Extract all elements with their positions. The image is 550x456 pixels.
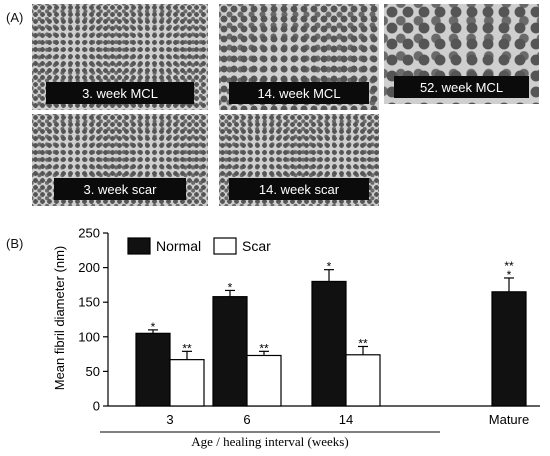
x-tick-label: 3 [166, 412, 173, 427]
x-tick-label: 6 [243, 412, 250, 427]
bar-scar [345, 354, 381, 407]
y-tick-label: 200 [78, 260, 100, 275]
micrograph-caption: 3. week scar [54, 178, 186, 200]
micrograph-3-week-mcl: 3. week MCL [32, 4, 208, 110]
y-tick-label: 150 [78, 295, 100, 310]
significance-mark: ** [358, 336, 368, 350]
micrograph-caption: 14. week scar [229, 178, 369, 200]
y-tick-label: 250 [78, 226, 100, 241]
legend-label-normal: Normal [156, 238, 201, 254]
bar-normal [212, 296, 248, 407]
bar-scar [169, 359, 205, 407]
micrograph-52-week-mcl: 52. week MCL [384, 4, 539, 104]
bar-normal [491, 291, 527, 407]
y-tick-label: 50 [86, 364, 100, 379]
micrograph-14-week-scar: 14. week scar [219, 114, 379, 206]
x-tick-label: Mature [489, 412, 529, 427]
x-axis-label: Age / healing interval (weeks) [191, 434, 348, 449]
bar-normal [311, 280, 347, 407]
significance-mark: * [151, 320, 156, 334]
legend-swatch-scar [213, 237, 237, 255]
micrograph-3-week-scar: 3. week scar [32, 114, 208, 206]
chart-bars: ************ [135, 259, 527, 407]
micrograph-14-week-mcl: 14. week MCL [219, 4, 379, 110]
bar-normal [135, 332, 171, 407]
significance-mark: * [507, 268, 512, 282]
y-tick-label: 0 [93, 399, 100, 414]
significance-mark: ** [259, 341, 269, 355]
micrograph-caption: 14. week MCL [229, 82, 369, 104]
significance-mark: * [228, 280, 233, 294]
micrograph-caption: 3. week MCL [46, 82, 194, 104]
legend-label-scar: Scar [242, 238, 271, 254]
bar-scar [246, 354, 282, 407]
x-tick-label: 14 [339, 412, 353, 427]
panel-a-label: (A) [6, 10, 24, 25]
panel-b-label: (B) [6, 236, 24, 251]
legend-swatch-normal [127, 237, 151, 255]
y-tick-label: 100 [78, 329, 100, 344]
significance-mark: ** [504, 259, 514, 273]
chart-legend: Normal Scar [127, 237, 271, 255]
y-axis-label: Mean fibril diameter (nm) [52, 246, 67, 391]
significance-mark: * [327, 260, 332, 274]
micrograph-caption: 52. week MCL [394, 76, 529, 98]
significance-mark: ** [182, 341, 192, 355]
